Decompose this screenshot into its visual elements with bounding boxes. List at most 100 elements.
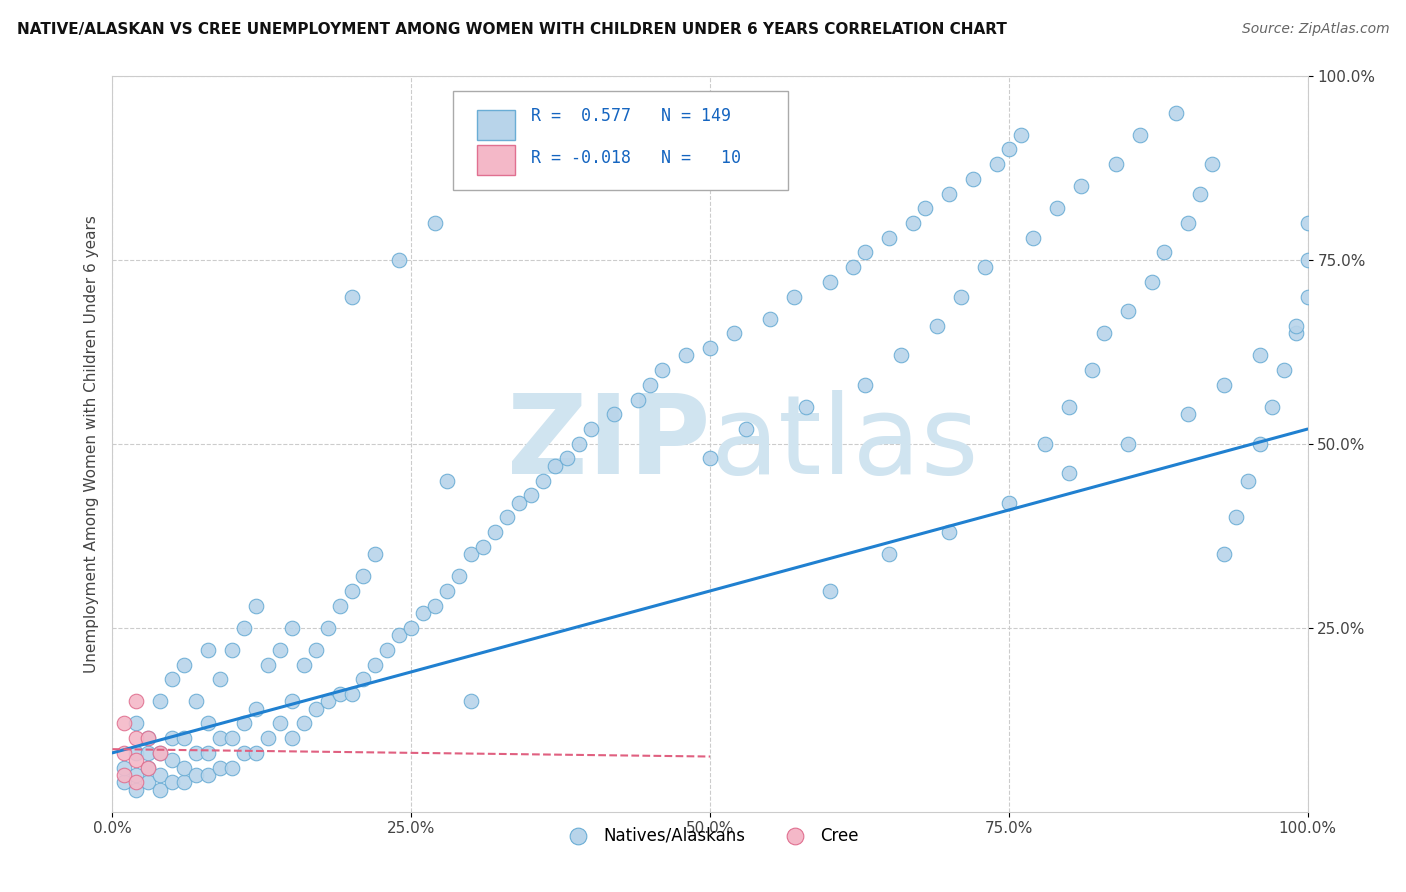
Point: [890, 348, 912, 362]
Point: [162, 731, 183, 746]
Point: [186, 746, 208, 760]
Point: [603, 407, 626, 421]
Point: [138, 760, 160, 774]
Point: [173, 775, 195, 789]
Point: [197, 768, 219, 782]
Point: [281, 694, 304, 708]
Point: [1118, 304, 1140, 318]
Point: [245, 746, 267, 760]
Point: [149, 746, 172, 760]
Point: [114, 746, 135, 760]
Point: [114, 768, 135, 782]
Text: Source: ZipAtlas.com: Source: ZipAtlas.com: [1241, 22, 1389, 37]
Point: [401, 621, 423, 635]
Point: [1261, 400, 1284, 414]
Point: [640, 378, 662, 392]
Point: [425, 599, 447, 613]
Point: [138, 731, 160, 746]
Point: [364, 657, 387, 672]
Point: [818, 275, 841, 289]
Point: [340, 584, 363, 599]
FancyBboxPatch shape: [477, 145, 515, 175]
Point: [879, 547, 901, 561]
Point: [496, 510, 519, 524]
Point: [138, 760, 160, 774]
Point: [735, 422, 758, 436]
Point: [221, 760, 243, 774]
Point: [1153, 245, 1175, 260]
Point: [1296, 289, 1319, 303]
Point: [209, 760, 232, 774]
Point: [149, 694, 172, 708]
Legend: Natives/Alaskans, Cree: Natives/Alaskans, Cree: [555, 820, 865, 851]
Point: [186, 694, 208, 708]
Point: [197, 716, 219, 731]
Point: [1094, 326, 1116, 341]
Point: [173, 657, 195, 672]
Point: [568, 436, 591, 450]
Point: [1225, 510, 1247, 524]
Point: [209, 673, 232, 687]
Point: [447, 569, 470, 583]
FancyBboxPatch shape: [453, 90, 787, 190]
Point: [138, 746, 160, 760]
Point: [938, 186, 960, 201]
Text: R = -0.018   N =   10: R = -0.018 N = 10: [531, 149, 741, 167]
Point: [197, 746, 219, 760]
Point: [257, 657, 280, 672]
Point: [1249, 436, 1271, 450]
Point: [794, 400, 817, 414]
Point: [340, 289, 363, 303]
FancyBboxPatch shape: [477, 110, 515, 140]
Point: [125, 782, 148, 797]
Point: [186, 768, 208, 782]
Point: [425, 216, 447, 230]
Point: [125, 731, 148, 746]
Point: [352, 673, 374, 687]
Point: [1296, 216, 1319, 230]
Point: [472, 540, 495, 554]
Point: [412, 606, 434, 620]
Point: [305, 642, 328, 657]
Y-axis label: Unemployment Among Women with Children Under 6 years: Unemployment Among Women with Children U…: [83, 215, 98, 673]
Point: [1177, 407, 1199, 421]
Point: [125, 746, 148, 760]
Point: [221, 731, 243, 746]
Point: [162, 673, 183, 687]
Point: [627, 392, 650, 407]
Point: [460, 547, 482, 561]
Point: [125, 753, 148, 767]
Point: [1213, 378, 1236, 392]
Point: [329, 687, 352, 701]
Point: [436, 474, 458, 488]
Point: [125, 716, 148, 731]
Point: [149, 782, 172, 797]
Point: [1285, 318, 1308, 333]
Point: [555, 451, 578, 466]
Point: [162, 753, 183, 767]
Point: [1213, 547, 1236, 561]
Point: [377, 642, 399, 657]
Point: [998, 142, 1021, 157]
Point: [818, 584, 841, 599]
Point: [579, 422, 602, 436]
Point: [281, 731, 304, 746]
Point: [651, 363, 673, 377]
Point: [125, 694, 148, 708]
Point: [460, 694, 482, 708]
Point: [879, 230, 901, 244]
Point: [245, 599, 267, 613]
Point: [842, 260, 865, 275]
Point: [1081, 363, 1104, 377]
Point: [269, 716, 291, 731]
Point: [114, 760, 135, 774]
Point: [233, 621, 256, 635]
Point: [221, 642, 243, 657]
Point: [1010, 128, 1032, 142]
Point: [233, 716, 256, 731]
Point: [914, 202, 936, 216]
Text: ZIP: ZIP: [506, 391, 710, 497]
Point: [125, 775, 148, 789]
Point: [938, 524, 960, 539]
Point: [1033, 436, 1056, 450]
